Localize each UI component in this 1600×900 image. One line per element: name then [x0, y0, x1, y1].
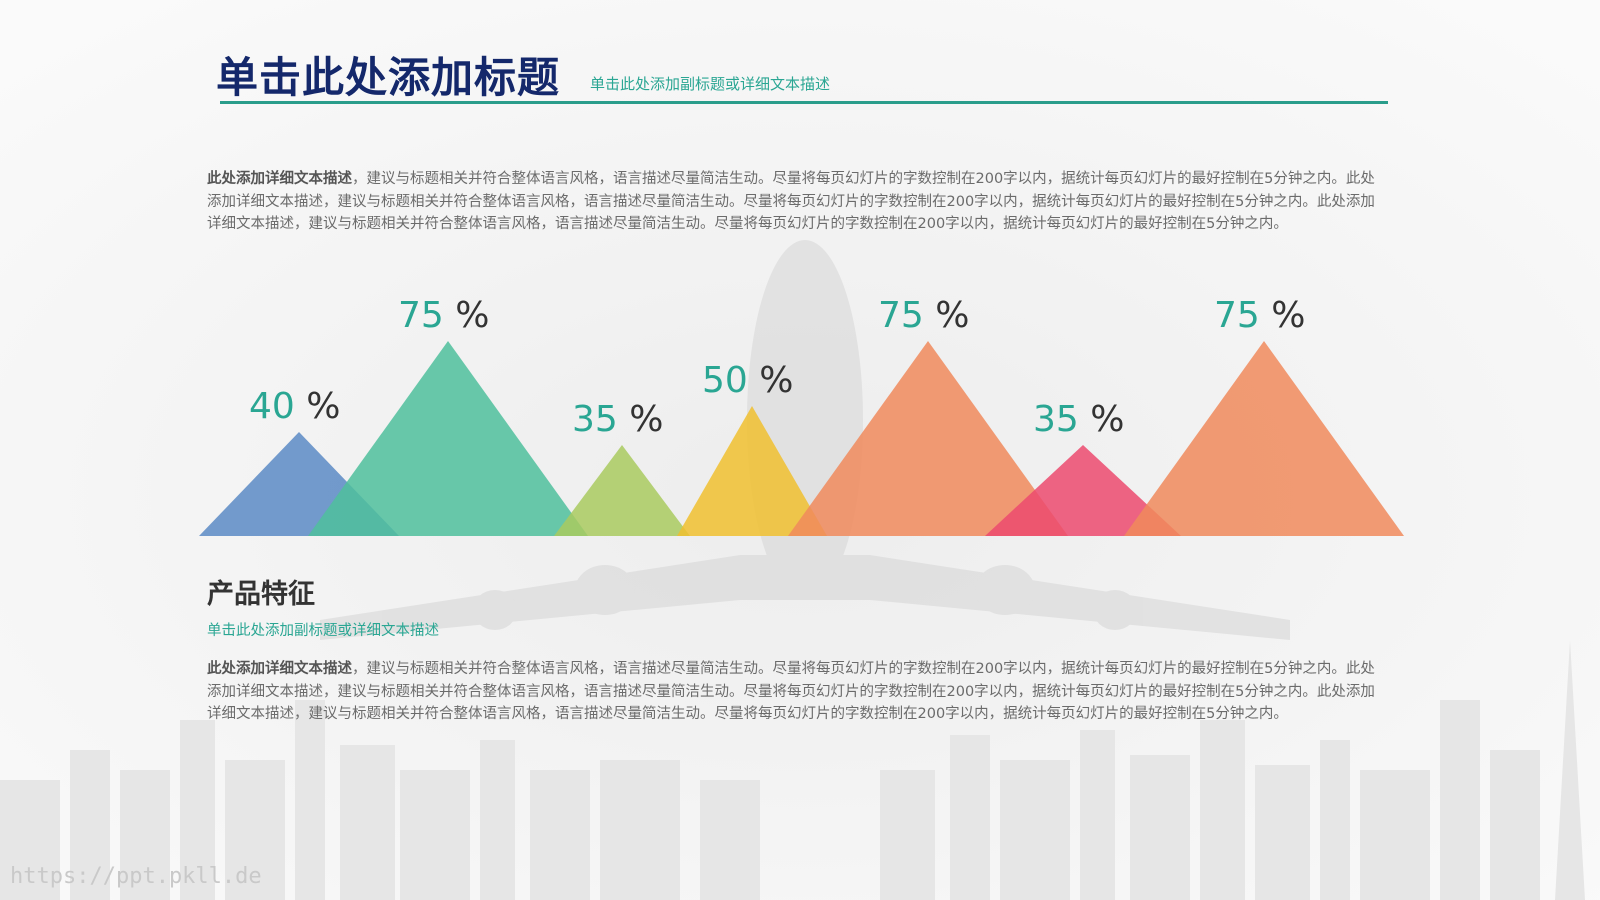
title-underline — [220, 101, 1388, 104]
chart-triangle-2 — [308, 341, 588, 536]
chart-triangle-6 — [985, 445, 1181, 536]
chart-triangle-3 — [554, 445, 690, 536]
chart-triangle-5 — [788, 341, 1068, 536]
page-subtitle: 单击此处添加副标题或详细文本描述 — [590, 75, 831, 93]
watermark-url: https://ppt.pkll.de — [10, 864, 262, 889]
features-lead: 此处添加详细文本描述 — [207, 661, 352, 677]
chart-value-label-6: 35 % — [1033, 399, 1124, 440]
features-text: ，建议与标题相关并符合整体语言风格，语言描述尽量简洁生动。尽量将每页幻灯片的字数… — [207, 661, 1375, 722]
chart-triangle-7 — [1124, 341, 1404, 536]
intro-lead: 此处添加详细文本描述 — [207, 171, 352, 187]
city-skyline — [0, 640, 1585, 900]
chart-value-label-2: 75 % — [398, 295, 489, 336]
chart-value-label-7: 75 % — [1214, 295, 1305, 336]
chart-triangle-4 — [677, 406, 827, 536]
section-title: 产品特征 — [207, 579, 315, 610]
chart-value-label-5: 75 % — [878, 295, 969, 336]
chart-value-label-3: 35 % — [572, 399, 663, 440]
chart-value-label-1: 40 % — [249, 386, 340, 427]
chart-value-label-4: 50 % — [702, 360, 793, 401]
intro-text: ，建议与标题相关并符合整体语言风格，语言描述尽量简洁生动。尽量将每页幻灯片的字数… — [207, 171, 1375, 232]
intro-paragraph: 此处添加详细文本描述，建议与标题相关并符合整体语言风格，语言描述尽量简洁生动。尽… — [207, 168, 1387, 236]
page-title: 单击此处添加标题 — [216, 53, 561, 102]
features-paragraph: 此处添加详细文本描述，建议与标题相关并符合整体语言风格，语言描述尽量简洁生动。尽… — [207, 658, 1387, 726]
section-subtitle: 单击此处添加副标题或详细文本描述 — [207, 623, 439, 639]
